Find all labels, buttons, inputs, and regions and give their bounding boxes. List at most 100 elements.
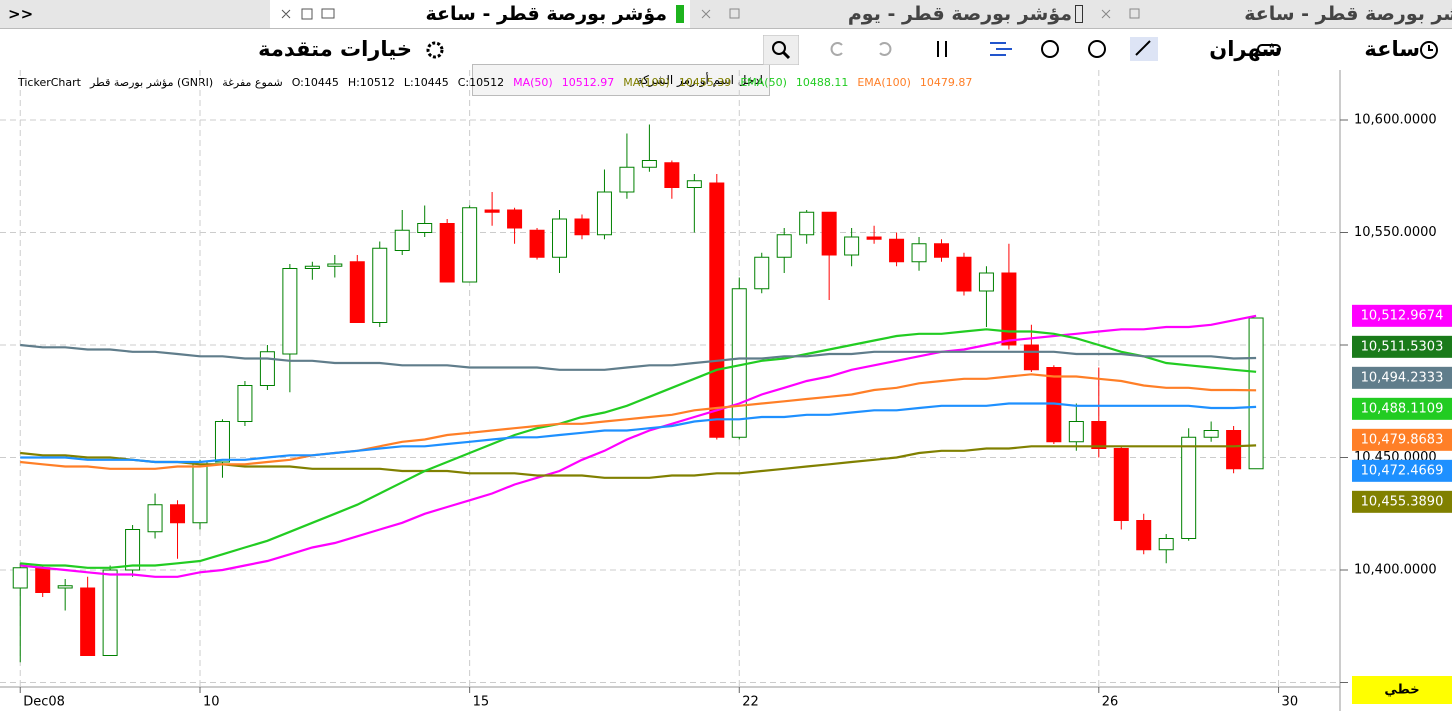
candle-body xyxy=(102,569,118,656)
interval-button[interactable]: ساعة xyxy=(1364,37,1420,61)
price-tag xyxy=(1352,335,1452,358)
candle-body xyxy=(889,238,905,263)
instrument: مؤشر بورصة قطر (GNRI) xyxy=(89,76,214,89)
candle-body xyxy=(484,209,500,213)
candle-body xyxy=(1068,421,1084,443)
candle-body xyxy=(57,585,73,589)
candle-body xyxy=(866,236,882,240)
period-button[interactable]: شهران xyxy=(1209,37,1282,61)
tool-icons xyxy=(830,37,1158,61)
candle-body xyxy=(1113,448,1129,521)
price-tag xyxy=(1352,428,1452,451)
chart-style: شموع مفرغة xyxy=(222,76,283,89)
candle-body xyxy=(956,256,972,292)
price-tag xyxy=(1352,397,1452,420)
candle-body xyxy=(934,243,950,258)
candle-body xyxy=(1136,520,1152,551)
tab-icons xyxy=(1101,8,1140,19)
candle-body xyxy=(1248,317,1264,470)
legend-value: 10479.87 xyxy=(919,76,973,89)
candle-body xyxy=(709,182,725,438)
tab-label[interactable]: شر بورصة قطر - ساعة xyxy=(1244,3,1452,25)
candle-body xyxy=(529,229,545,258)
candle-body xyxy=(664,162,680,188)
candle-body xyxy=(237,385,253,422)
candle-body xyxy=(394,229,410,251)
candle-body xyxy=(1181,436,1197,539)
candle-body xyxy=(349,261,365,323)
y-tick-label: 10,550.0000 xyxy=(1354,225,1437,240)
candle-body xyxy=(462,207,478,283)
candle-body xyxy=(1226,430,1242,470)
candle-body xyxy=(1001,272,1017,346)
search-button[interactable] xyxy=(763,35,799,65)
tab-color xyxy=(676,5,684,23)
candle-body xyxy=(552,218,568,258)
x-tick-label: 15 xyxy=(473,695,490,710)
candle-body xyxy=(1023,344,1039,371)
candle-body xyxy=(844,236,860,256)
candle-body xyxy=(641,160,657,168)
ma-line xyxy=(20,373,1257,470)
price-tag xyxy=(1352,490,1452,513)
candle-body xyxy=(596,191,612,236)
tab-label[interactable]: مؤشر بورصة قطر - يوم xyxy=(847,3,1072,25)
candle-body xyxy=(439,223,455,283)
ohlc-value: O:10445 xyxy=(291,76,339,89)
candle-body xyxy=(12,567,28,589)
toolbar: ساعة شهران ادخل اسم أو رمز الشركة خيارات… xyxy=(0,29,1452,96)
ma-line xyxy=(20,314,1257,578)
advanced-options[interactable]: خيارات متقدمة xyxy=(258,37,412,61)
candle-body xyxy=(259,351,275,386)
legend-value: 10455.39 xyxy=(678,76,732,89)
candle-body xyxy=(619,166,635,193)
candle-body xyxy=(1091,421,1107,449)
legend: TickerChart مؤشر بورصة قطر (GNRI) شموع مفر… xyxy=(18,75,981,91)
x-tick-label: 10 xyxy=(203,695,220,710)
tab-label[interactable]: مؤشر بورصة قطر - ساعة xyxy=(425,3,667,25)
legend-name: MA(100) xyxy=(623,76,670,89)
candle-body xyxy=(417,223,433,233)
price-tag-label: 10,455.3890 xyxy=(1361,494,1444,509)
candle-body xyxy=(372,247,388,323)
collapse-button[interactable]: << xyxy=(8,5,34,23)
search-input[interactable]: ادخل اسم أو رمز الشركة xyxy=(472,64,770,96)
candle-body xyxy=(686,180,702,188)
candle-body xyxy=(125,529,141,571)
ohlc-value: L:10445 xyxy=(403,76,449,89)
price-tag-label: 10,494.2333 xyxy=(1361,370,1444,385)
price-tag xyxy=(1352,366,1452,389)
candle-body xyxy=(147,504,163,533)
price-tag-label: 10,488.1109 xyxy=(1361,401,1444,416)
ohlc-value: H:10512 xyxy=(347,76,395,89)
price-tag xyxy=(1352,459,1452,482)
scale-mode: خطي xyxy=(1384,683,1419,698)
scale-mode-box xyxy=(1352,676,1452,704)
candle-body xyxy=(80,587,96,656)
legend-value: 10512.97 xyxy=(561,76,615,89)
price-tag-label: 10,512.9674 xyxy=(1361,308,1444,323)
legend-name: EMA(50) xyxy=(740,76,787,89)
legend-name: MA(50) xyxy=(513,76,553,89)
active-tab[interactable] xyxy=(270,0,690,28)
x-tick-label: 26 xyxy=(1102,695,1119,710)
price-tag xyxy=(1352,304,1452,327)
candle-body xyxy=(214,421,230,463)
candle-body xyxy=(821,211,837,256)
tab-icons xyxy=(701,8,740,19)
price-tag-label: 10,479.8683 xyxy=(1361,432,1444,447)
legend-value: 10488.11 xyxy=(795,76,849,89)
source: TickerChart xyxy=(18,76,81,89)
candle-body xyxy=(978,272,994,292)
chart: 10,350.000010,400.000010,450.000010,500.… xyxy=(0,70,1452,711)
ma-line xyxy=(20,343,1257,371)
y-tick-label: 10,400.0000 xyxy=(1354,563,1437,578)
price-tag-label: 10,511.5303 xyxy=(1361,339,1444,354)
candle-body xyxy=(754,256,770,290)
tab-icons xyxy=(281,8,335,20)
ma-line xyxy=(20,328,1257,569)
candle-body xyxy=(731,288,747,438)
candle-body xyxy=(911,243,927,263)
tab-bar: << مؤشر بورصة قطر - ساعة مؤشر بورصة قطر … xyxy=(0,0,1452,29)
